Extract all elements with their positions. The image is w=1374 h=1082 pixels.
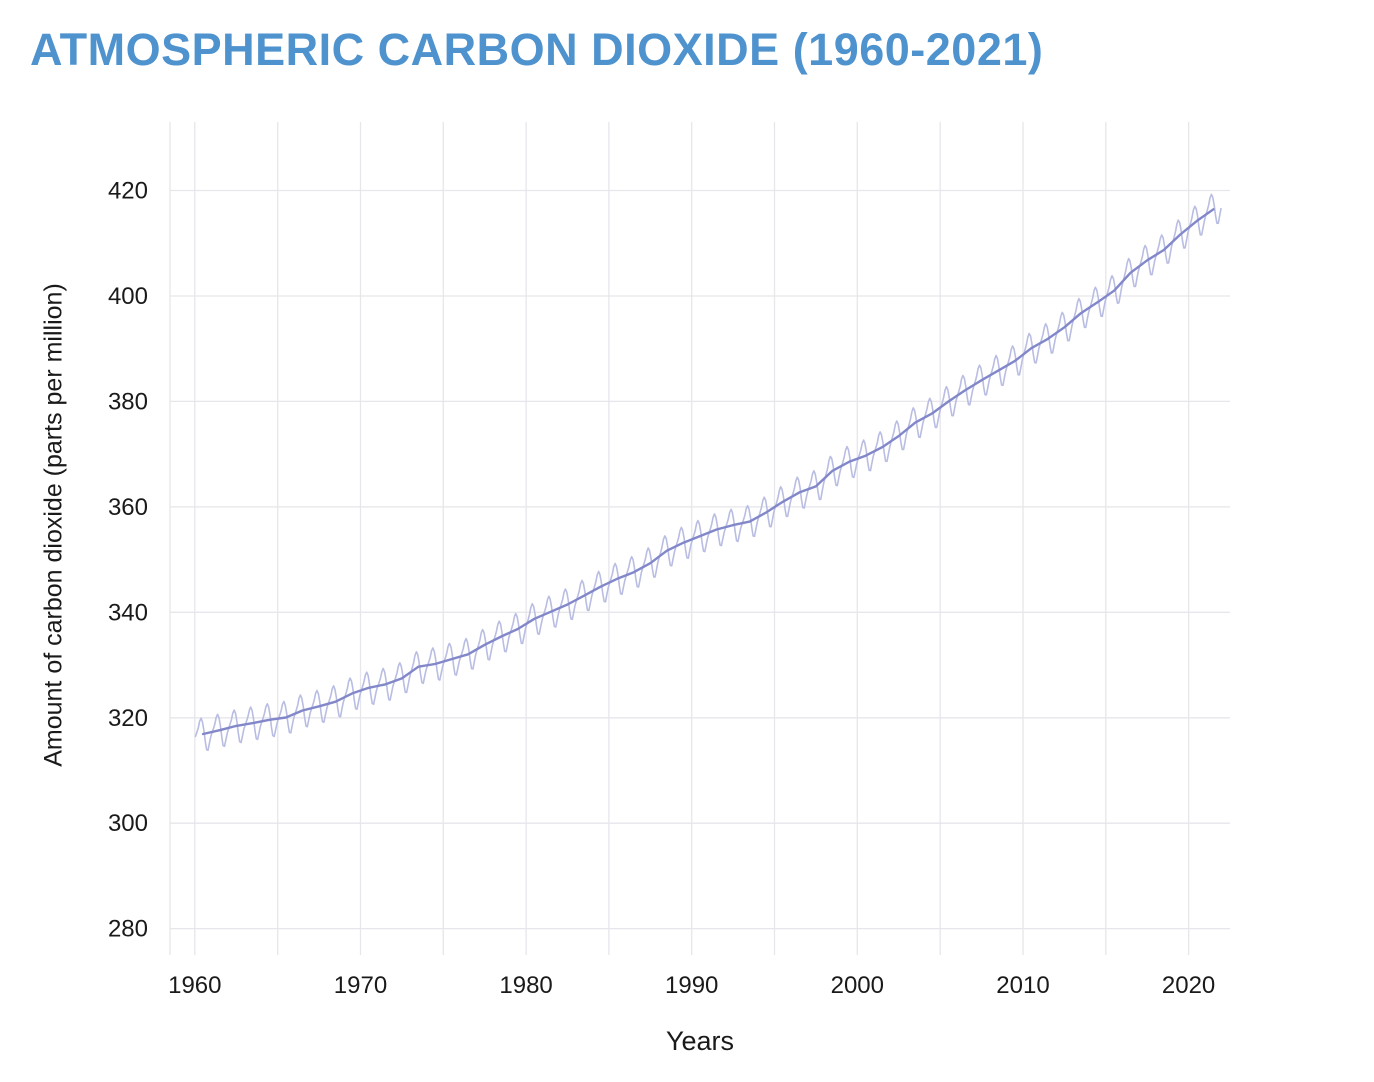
x-tick-label: 2010 — [996, 972, 1049, 999]
y-tick-label: 380 — [108, 388, 148, 415]
y-tick-label: 400 — [108, 283, 148, 310]
x-tick-label: 1980 — [499, 972, 552, 999]
x-tick-label: 2020 — [1162, 972, 1215, 999]
x-tick-label: 2000 — [831, 972, 884, 999]
y-axis-label: Amount of carbon dioxide (parts per mill… — [39, 283, 68, 767]
chart-title: ATMOSPHERIC CARBON DIOXIDE (1960-2021) — [30, 24, 1044, 75]
y-tick-label: 340 — [108, 599, 148, 626]
y-tick-label: 420 — [108, 178, 148, 205]
annual-trend-line — [201, 208, 1215, 736]
x-axis-label: Years — [665, 1026, 735, 1056]
y-tick-label: 280 — [108, 916, 148, 943]
y-tick-label: 360 — [108, 494, 148, 521]
y-tick-label: 320 — [108, 705, 148, 732]
x-tick-label: 1960 — [168, 972, 221, 999]
co2-line-chart: 1960 1970 1980 1990 2000 2010 2020 280 300 320 340… — [108, 122, 1230, 999]
x-tick-label: 1970 — [334, 972, 387, 999]
y-tick-label: 300 — [108, 810, 148, 837]
x-tick-label: 1990 — [665, 972, 718, 999]
monthly-co2-line — [194, 193, 1222, 752]
